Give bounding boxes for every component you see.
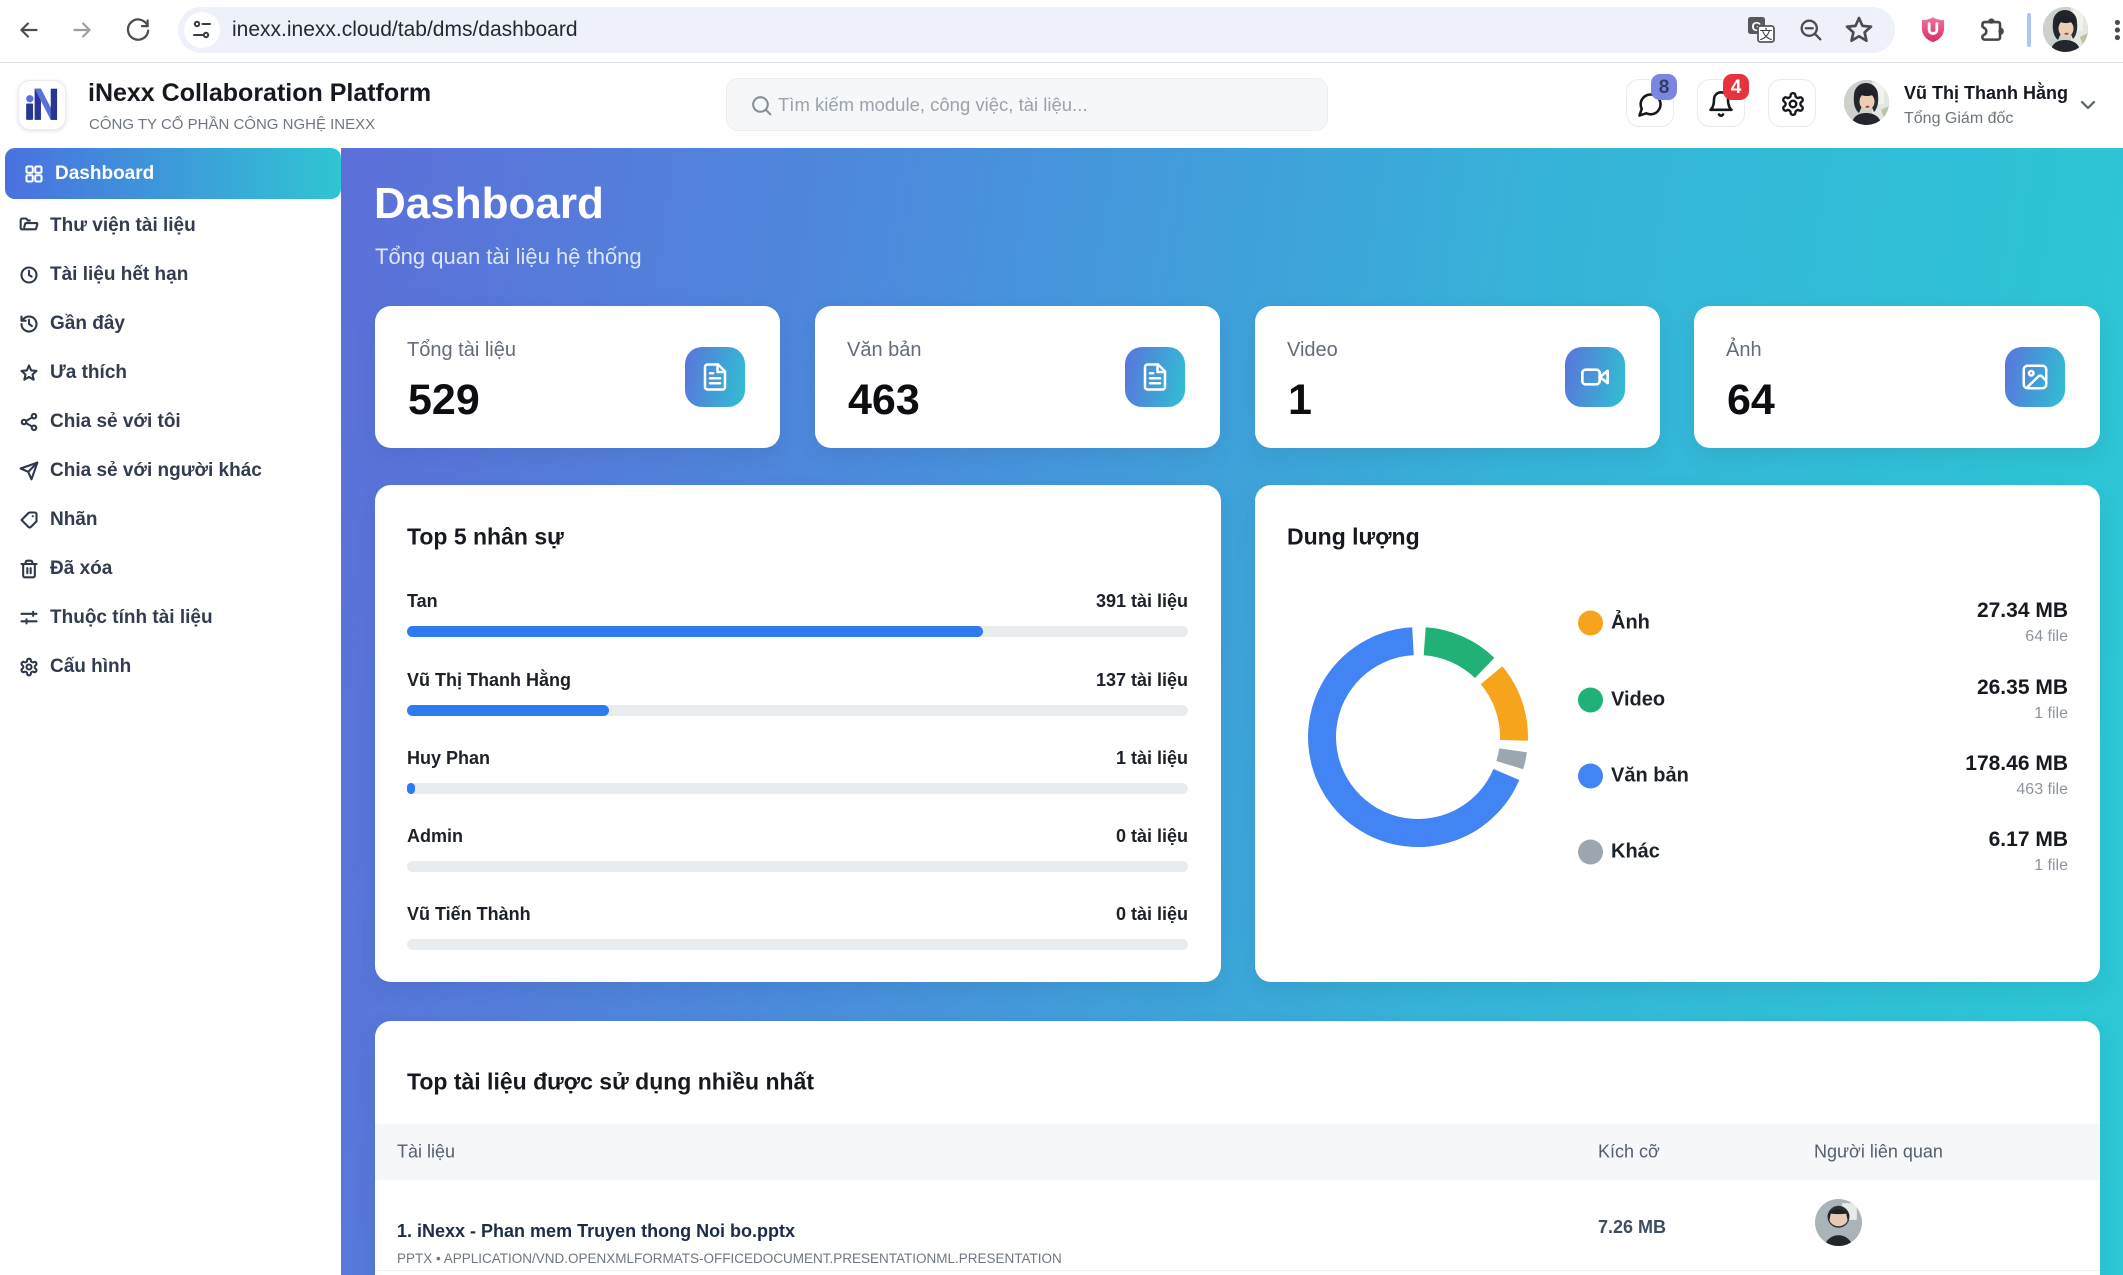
svg-text:G: G [1751,19,1761,34]
svg-text:文: 文 [1759,27,1772,42]
